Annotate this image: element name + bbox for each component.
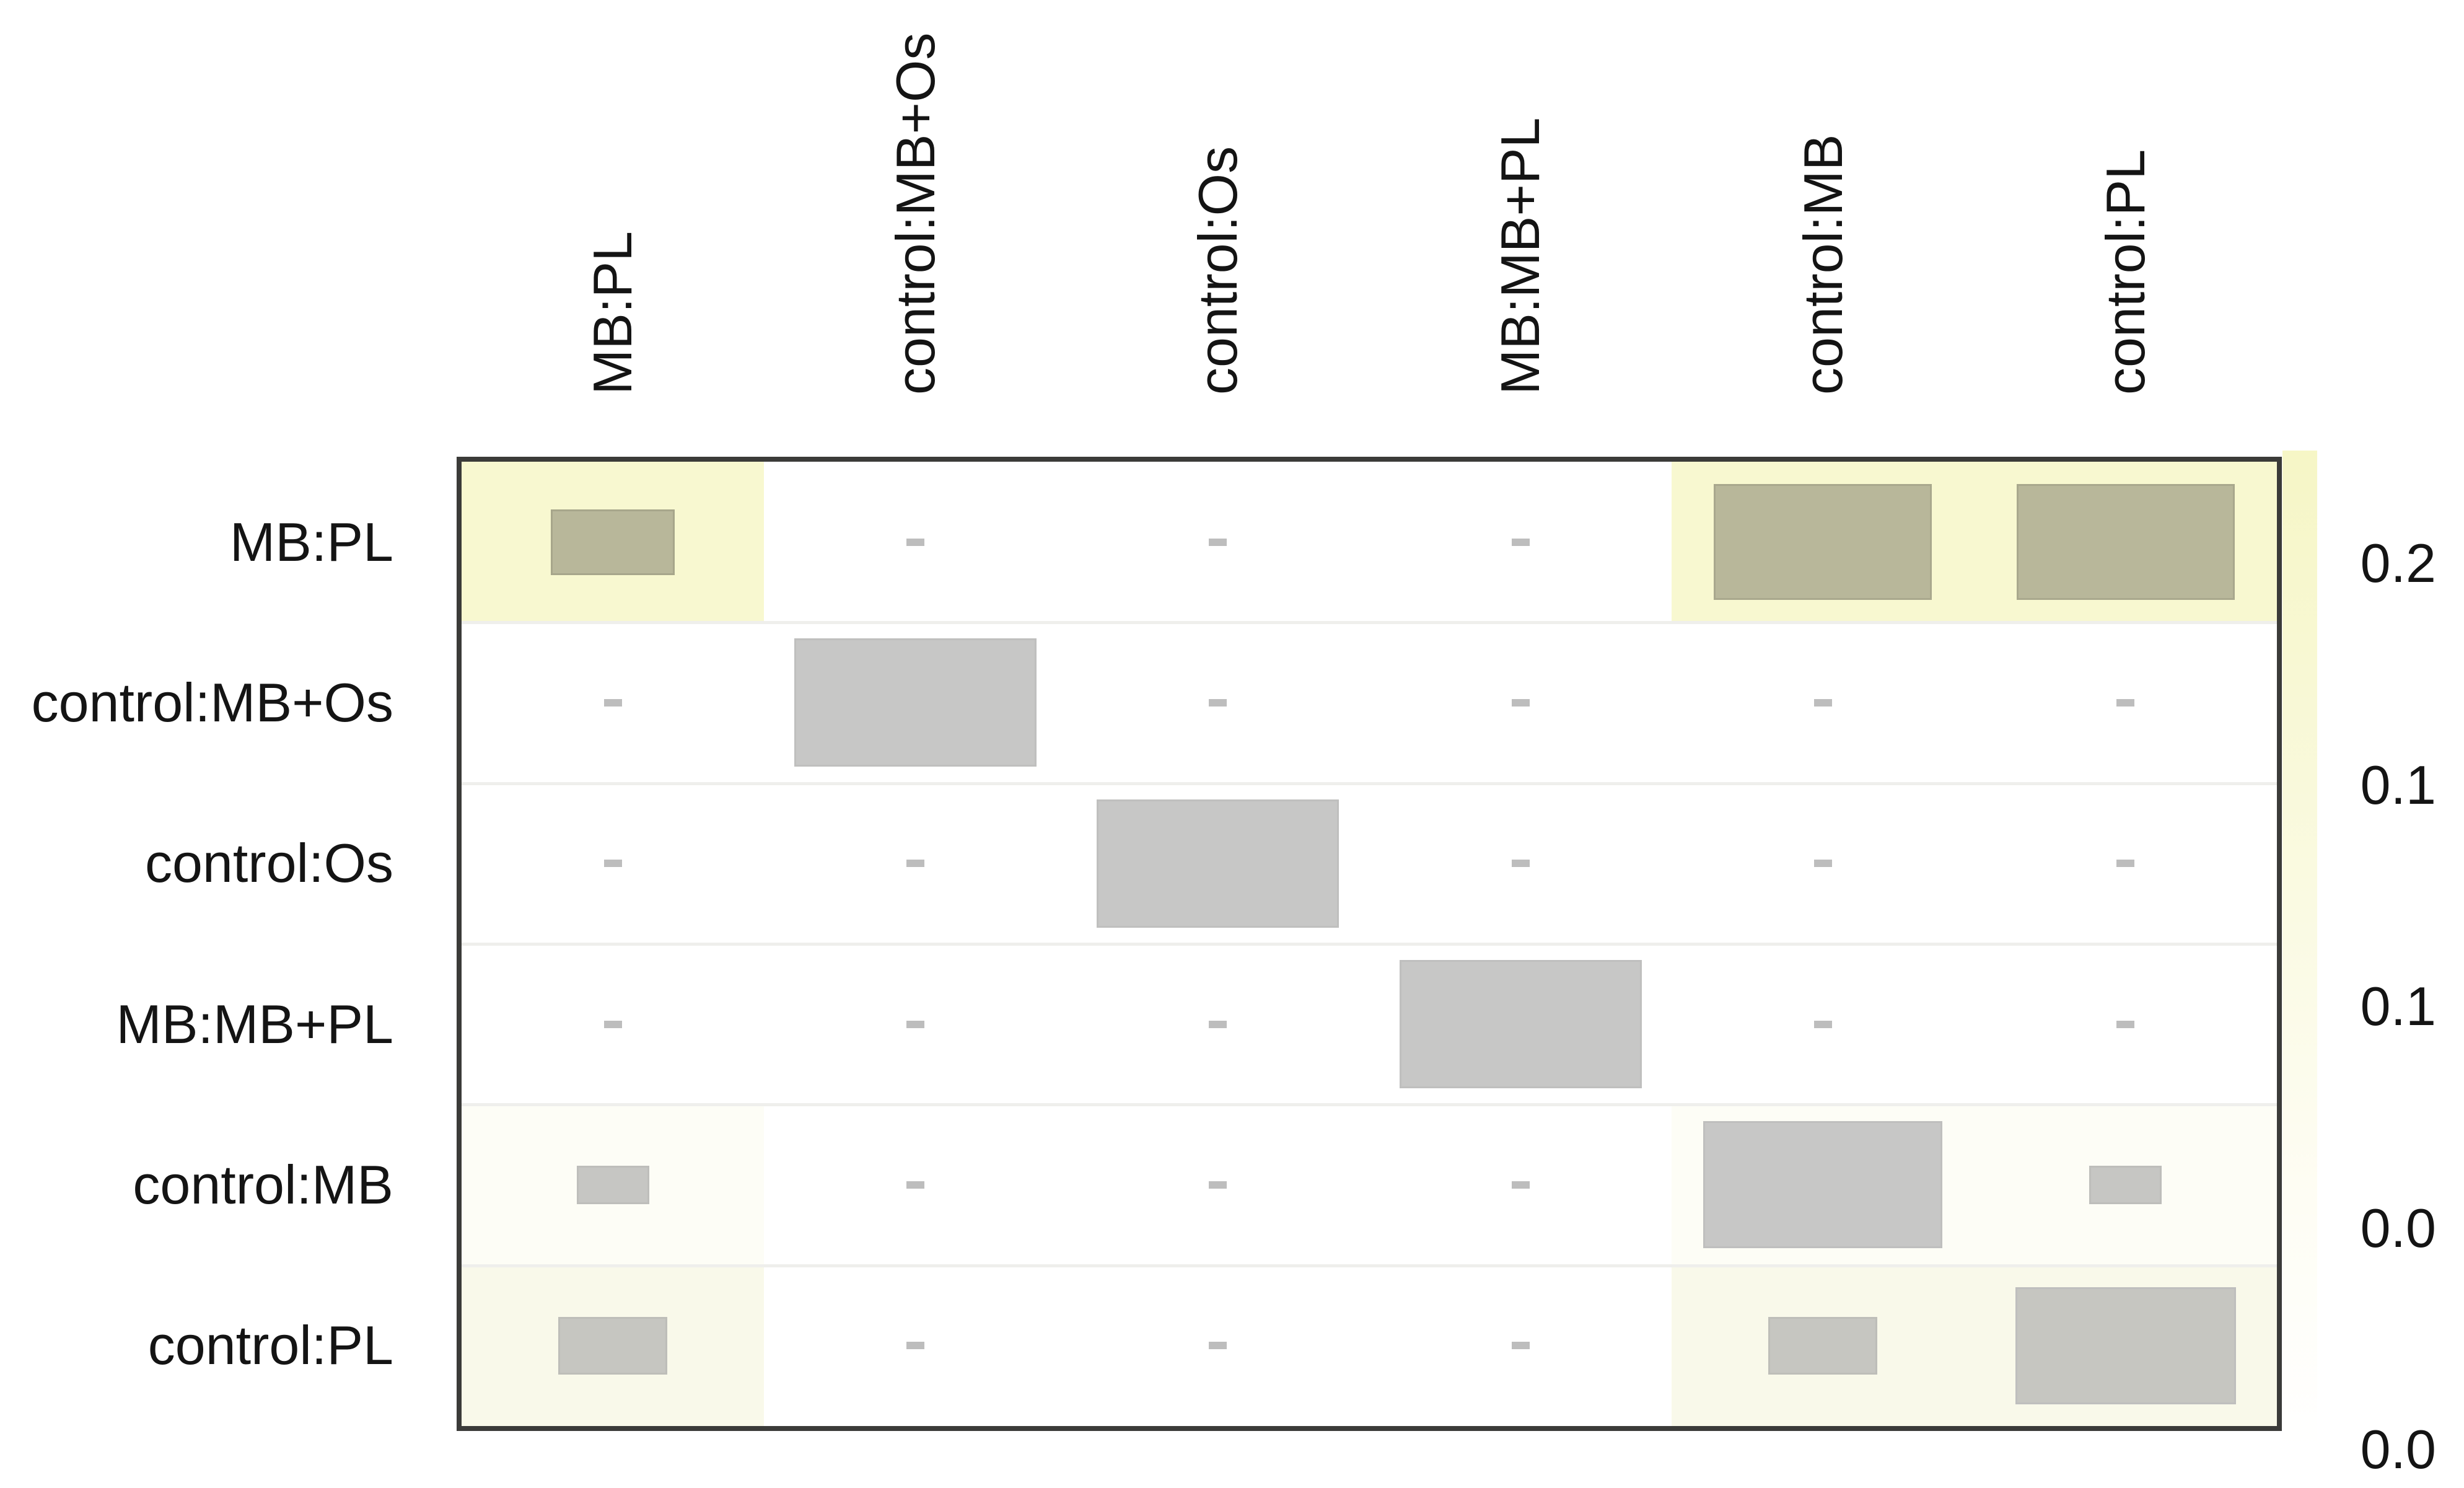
cell-box [551, 509, 675, 575]
color-key-tick-label: 0.1 [2360, 754, 2436, 816]
matrix-cell [462, 622, 765, 783]
cell-dash [1209, 698, 1227, 707]
matrix-cell [462, 783, 765, 944]
matrix-cell [1369, 462, 1672, 623]
matrix-cell [1369, 1104, 1672, 1266]
color-key-strip [2282, 451, 2317, 1450]
cell-dash [906, 1181, 924, 1189]
matrix-cell [1974, 462, 2277, 623]
matrix-cell [764, 1104, 1067, 1266]
matrix-cell [1672, 1265, 1975, 1426]
matrix-cell [1066, 1265, 1369, 1426]
matrix-cell [1066, 462, 1369, 623]
row-label: control:MB [133, 1154, 393, 1215]
cell-dash [603, 860, 622, 868]
cell-box [1768, 1316, 1878, 1375]
matrix-cell [462, 1104, 765, 1266]
cell-dash [1813, 698, 1832, 707]
row-separator [462, 1264, 2277, 1267]
cell-dash [1209, 1181, 1227, 1189]
cell-dash [906, 1020, 924, 1028]
row-label: MB:MB+PL [116, 993, 393, 1055]
matrix-grid [457, 457, 2282, 1431]
matrix-cell [1672, 622, 1975, 783]
cell-box [1399, 960, 1642, 1089]
row-separator [462, 943, 2277, 946]
column-label: MB:PL [582, 231, 643, 395]
matrix-cell [462, 944, 765, 1105]
matrix-cell [764, 783, 1067, 944]
color-key-tick-label: 0.0 [2360, 1197, 2436, 1259]
matrix-cell [1672, 462, 1975, 623]
matrix-cell [1672, 1104, 1975, 1266]
cell-box [1703, 1121, 1943, 1249]
matrix-cell [1974, 1265, 2277, 1426]
row-label: control:PL [147, 1314, 393, 1376]
row-separator [462, 782, 2277, 785]
cell-box [1714, 484, 1932, 601]
column-label: control:Os [1187, 146, 1248, 395]
cell-dash [906, 1342, 924, 1350]
matrix-cell [1672, 783, 1975, 944]
cell-box [2015, 1287, 2236, 1404]
row-separator [462, 1103, 2277, 1106]
matrix-cell [1974, 783, 2277, 944]
matrix-cell [1369, 944, 1672, 1105]
matrix-cell [1066, 783, 1369, 944]
row-separator [462, 621, 2277, 624]
matrix-cell [1066, 622, 1369, 783]
cell-dash [1511, 1181, 1530, 1189]
row-label: control:Os [144, 832, 393, 894]
cell-dash [906, 860, 924, 868]
cell-box [558, 1316, 668, 1375]
matrix-cell [1974, 622, 2277, 783]
matrix-cell [1672, 944, 1975, 1105]
matrix-cell [1974, 1104, 2277, 1266]
cell-box [2089, 1165, 2162, 1204]
cell-box [2016, 484, 2235, 601]
color-key-tick-label: 0.1 [2360, 975, 2436, 1037]
cell-dash [2116, 860, 2135, 868]
cell-dash [603, 1020, 622, 1028]
cell-box [1097, 799, 1339, 928]
cell-dash [2116, 698, 2135, 707]
color-key-tick-label: 0.0 [2360, 1419, 2436, 1480]
column-label: control:MB [1792, 134, 1854, 395]
cell-dash [603, 698, 622, 707]
column-label: control:PL [2095, 149, 2156, 395]
column-label: MB:MB+PL [1489, 117, 1551, 395]
row-label: MB:PL [229, 511, 393, 573]
cell-dash [2116, 1020, 2135, 1028]
matrix-cell [1974, 944, 2277, 1105]
matrix-cell [462, 462, 765, 623]
matrix-cell [764, 1265, 1067, 1426]
cell-dash [1209, 1020, 1227, 1028]
color-key-tick-label: 0.2 [2360, 532, 2436, 594]
cell-dash [1209, 538, 1227, 546]
cell-dash [1511, 860, 1530, 868]
cell-dash [1813, 860, 1832, 868]
cell-dash [1511, 698, 1530, 707]
cell-box [576, 1165, 649, 1204]
matrix-cell [764, 944, 1067, 1105]
cell-dash [1813, 1020, 1832, 1028]
cell-dash [1511, 538, 1530, 546]
row-label: control:MB+Os [31, 672, 393, 733]
matrix-cell [764, 622, 1067, 783]
matrix-cell [1066, 1104, 1369, 1266]
matrix-cell [1066, 944, 1369, 1105]
column-label: control:MB+Os [885, 32, 946, 395]
matrix-cell [1369, 783, 1672, 944]
matrix-cell [1369, 622, 1672, 783]
matrix-cell [462, 1265, 765, 1426]
matrix-cell [764, 462, 1067, 623]
matrix-cell [1369, 1265, 1672, 1426]
cell-dash [1511, 1342, 1530, 1350]
cell-box [794, 638, 1037, 767]
cell-dash [1209, 1342, 1227, 1350]
cell-dash [906, 538, 924, 546]
